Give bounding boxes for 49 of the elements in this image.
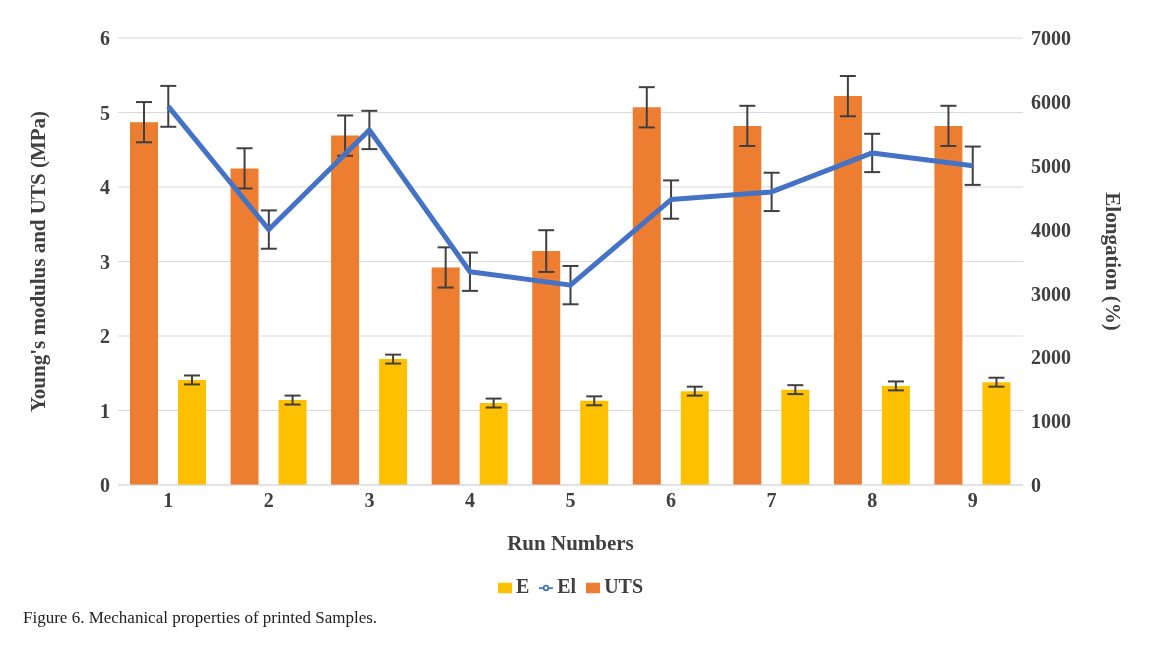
legend-label: E: [515, 575, 530, 597]
y-tick-label: 2: [100, 325, 110, 348]
bar: [580, 400, 609, 485]
bar: [278, 400, 307, 485]
x-tick-label: 3: [364, 489, 375, 512]
bar: [431, 267, 460, 485]
y-tick-label: 3: [100, 250, 110, 273]
bar: [178, 379, 206, 485]
legend-label: El: [557, 575, 577, 597]
bar: [680, 391, 709, 485]
x-tick-label: 9: [967, 489, 978, 512]
bar: [833, 96, 862, 485]
bar: [881, 385, 910, 485]
y2-tick-label: 2000: [1031, 346, 1071, 369]
bar: [733, 125, 762, 485]
bar: [632, 107, 661, 485]
bar: [781, 389, 810, 485]
x-tick-label: 2: [263, 489, 274, 512]
bar: [479, 403, 508, 485]
bar: [130, 122, 158, 485]
x-tick-label: 4: [464, 489, 475, 512]
bar: [982, 382, 1011, 485]
y-tick-label: 5: [100, 101, 110, 124]
x-tick-label: 7: [766, 489, 777, 512]
bar: [379, 359, 408, 485]
x-tick-label: 6: [666, 489, 677, 512]
x-tick-label: 1: [163, 489, 174, 512]
y2-tick-label: 0: [1031, 474, 1041, 497]
caption: Figure 6. Mechanical properties of printed Samples.: [23, 608, 379, 628]
x-tick-label: 8: [867, 489, 878, 512]
y-axis-title: Young's modulus and UTS (MPa): [26, 110, 51, 413]
bar: [331, 135, 360, 485]
y2-tick-label: 4000: [1031, 218, 1071, 241]
y-tick-label: 1: [100, 399, 110, 422]
y-tick-label: 6: [100, 27, 110, 50]
y2-tick-label: 5000: [1031, 154, 1071, 177]
bar: [532, 251, 561, 485]
y2-tick-label: 7000: [1031, 27, 1071, 50]
x-tick-label: 5: [565, 489, 576, 512]
x-axis-title: Run Numbers: [507, 531, 634, 555]
bar: [934, 125, 963, 485]
y-tick-label: 4: [100, 176, 110, 199]
y2-axis-title: Elongation (%): [1100, 192, 1125, 331]
y2-tick-label: 6000: [1031, 90, 1071, 113]
legend-label: UTS: [604, 575, 644, 597]
bar: [230, 168, 259, 485]
y-tick-label: 0: [100, 474, 110, 497]
y2-tick-label: 1000: [1031, 410, 1071, 433]
y2-tick-label: 3000: [1031, 282, 1071, 305]
